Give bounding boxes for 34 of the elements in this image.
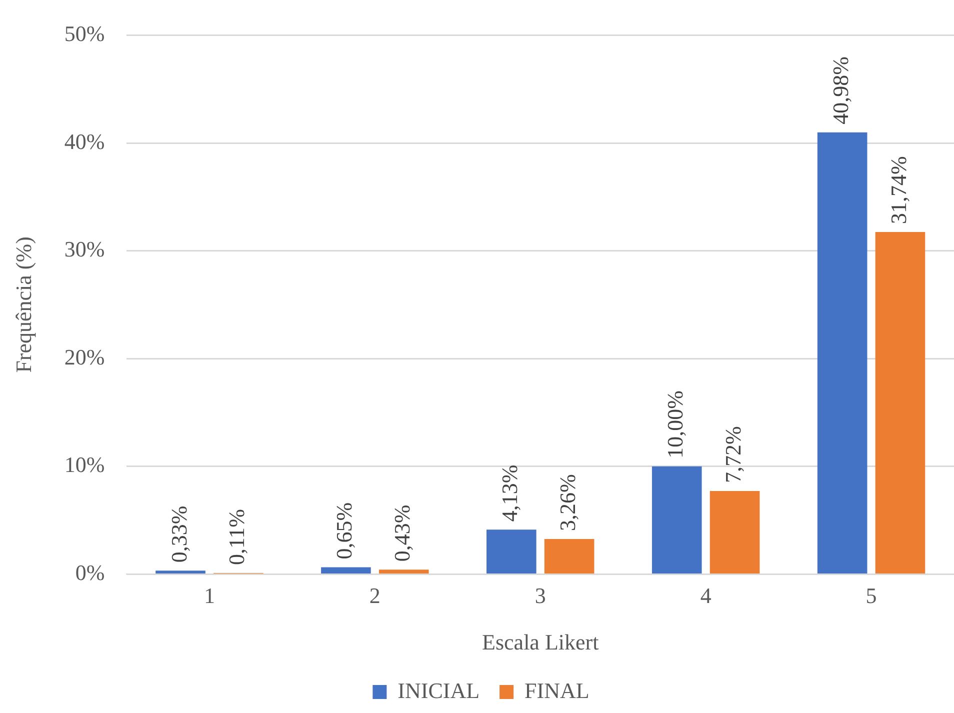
data-label: 4,13% — [497, 464, 522, 522]
x-tick-label: 2 — [369, 583, 380, 608]
data-label: 10,00% — [662, 390, 688, 458]
data-label: 3,26% — [555, 474, 580, 532]
data-label: 31,74% — [886, 156, 912, 224]
bar — [321, 567, 371, 574]
data-label: 0,43% — [390, 504, 415, 562]
data-label: 40,98% — [828, 56, 854, 124]
y-axis-title: Frequência (%) — [10, 236, 36, 373]
x-tick-label: 4 — [700, 583, 712, 608]
bar — [544, 539, 594, 574]
bar — [156, 570, 206, 574]
bar — [652, 466, 702, 574]
y-tick-label: 0% — [75, 560, 105, 585]
x-tick-label: 1 — [204, 583, 215, 608]
x-tick-label: 5 — [866, 583, 877, 608]
data-label: 7,72% — [720, 426, 746, 483]
y-tick-label: 50% — [64, 20, 105, 46]
y-tick-label: 10% — [64, 452, 105, 478]
bar — [875, 232, 926, 574]
data-label: 0,11% — [224, 509, 250, 566]
data-label: 0,33% — [166, 506, 192, 563]
legend-label: INICIAL — [398, 678, 480, 703]
bar — [817, 132, 868, 574]
x-tick-label: 3 — [534, 583, 546, 608]
x-axis-title: Escala Likert — [482, 630, 599, 655]
bar — [486, 530, 536, 574]
bar — [378, 570, 429, 574]
y-tick-label: 40% — [64, 128, 105, 154]
y-tick-label: 20% — [64, 344, 105, 370]
data-label: 0,65% — [332, 502, 357, 560]
legend-label: FINAL — [524, 678, 590, 703]
bar — [710, 490, 760, 574]
y-tick-label: 30% — [64, 236, 105, 262]
